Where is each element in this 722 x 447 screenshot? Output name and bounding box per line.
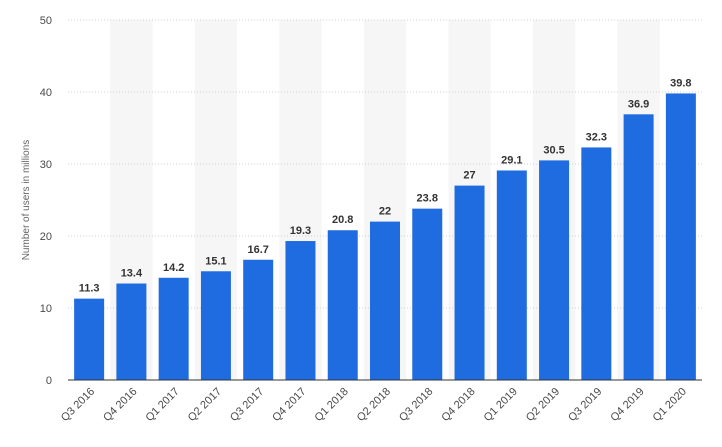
x-tick-label: Q1 2020 (651, 386, 689, 424)
x-tick-label: Q1 2017 (143, 386, 181, 424)
x-tick-label: Q2 2017 (186, 386, 224, 424)
data-label: 32.3 (586, 131, 607, 143)
data-label: 13.4 (121, 268, 143, 280)
bar[interactable] (327, 230, 358, 380)
x-tick-label: Q4 2017 (270, 386, 308, 424)
x-tick-label: Q3 2019 (566, 386, 604, 424)
x-tick-label: Q4 2018 (439, 386, 477, 424)
y-tick-label: 30 (40, 159, 52, 171)
bar[interactable] (623, 114, 654, 380)
data-label: 11.3 (79, 283, 100, 295)
data-labels: 11.3 13.4 14.2 15.1 16.7 19.3 20.8 22 23.8 27 29.1… (79, 77, 692, 294)
data-label: 29.1 (501, 154, 522, 166)
data-label: 36.9 (628, 98, 649, 110)
data-label: 19.3 (290, 225, 311, 237)
x-tick-label: Q1 2018 (313, 386, 351, 424)
data-label: 27 (463, 170, 475, 182)
data-label: 39.8 (670, 77, 691, 89)
y-axis-title: Number of users in millions (21, 140, 32, 261)
y-axis-ticks: 0 10 20 30 40 50 (40, 15, 52, 387)
bar[interactable] (496, 170, 527, 380)
x-tick-label: Q2 2019 (524, 386, 562, 424)
y-tick-label: 0 (46, 375, 52, 387)
bar[interactable] (539, 160, 570, 380)
bar[interactable] (454, 185, 485, 380)
bar[interactable] (74, 298, 105, 380)
bar[interactable] (412, 208, 443, 380)
x-tick-label: Q1 2019 (482, 386, 520, 424)
data-label: 22 (379, 206, 391, 218)
bars (74, 93, 696, 380)
bar[interactable] (665, 93, 696, 380)
data-label: 20.8 (332, 214, 353, 226)
x-tick-label: Q3 2016 (59, 386, 97, 424)
data-label: 30.5 (543, 144, 564, 156)
x-tick-label: Q4 2019 (608, 386, 646, 424)
bar[interactable] (581, 147, 612, 380)
y-tick-label: 40 (40, 87, 52, 99)
bar[interactable] (158, 277, 189, 380)
y-tick-label: 10 (40, 303, 52, 315)
x-tick-label: Q4 2016 (101, 386, 139, 424)
x-axis-ticks: Q3 2016 Q4 2016 Q1 2017 Q2 2017 Q3 2017 Q4 20… (59, 386, 689, 424)
y-tick-label: 20 (40, 231, 52, 243)
bar[interactable] (200, 271, 231, 380)
data-label: 16.7 (247, 244, 268, 256)
data-label: 14.2 (163, 262, 184, 274)
bar[interactable] (370, 221, 400, 380)
bar[interactable] (285, 241, 316, 380)
data-label: 23.8 (417, 193, 438, 205)
x-tick-label: Q3 2017 (228, 386, 266, 424)
x-tick-label: Q3 2018 (397, 386, 435, 424)
data-label: 15.1 (205, 255, 226, 267)
y-tick-label: 50 (40, 15, 52, 27)
bar[interactable] (243, 259, 274, 380)
x-tick-label: Q2 2018 (355, 386, 393, 424)
bar[interactable] (116, 283, 147, 380)
